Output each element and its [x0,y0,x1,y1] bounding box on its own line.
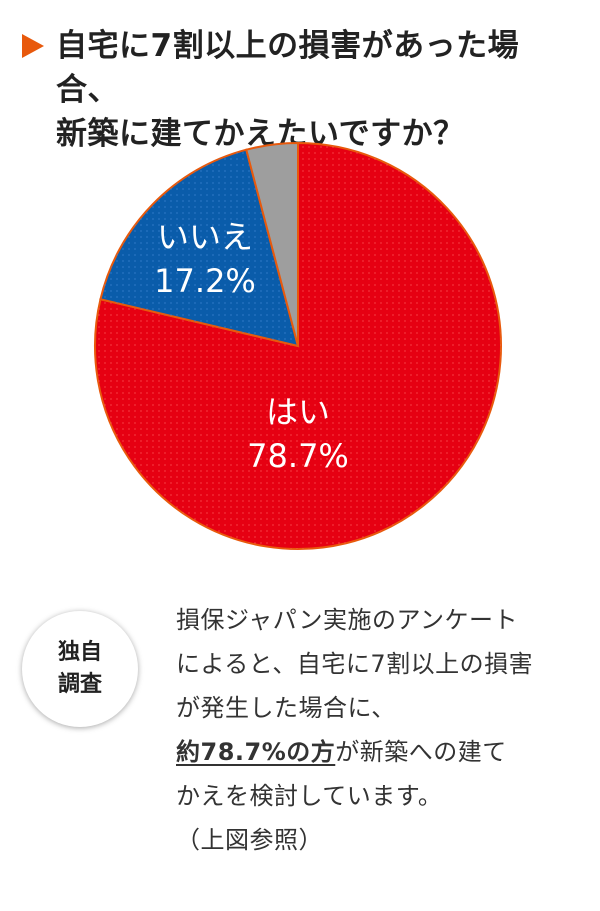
slice-value-no: 17.2% [154,262,256,300]
badge-line-2: 調査 [57,672,102,697]
note-line-4: 約78.7%の方が新築への建て [176,730,586,774]
title-line-1: 自宅に7割以上の損害があった場合、 [56,28,520,108]
chart-title: 自宅に7割以上の損害があった場合、 新築に建てかえたいですか？ [22,24,582,156]
note-line-3: が発生した場合に、 [176,694,396,722]
note-line-4-rest: が新築への建て [335,738,507,766]
pie-slice-other [245,141,299,347]
triangle-bullet-icon [22,34,44,58]
note-line-2: によると、自宅に7割以上の損害 [176,650,534,678]
note-line-5: かえを検討しています。 [176,782,443,810]
note-line-6: （上図参照） [176,826,323,854]
note-emphasis: 約78.7%の方 [176,738,336,766]
title-text: 自宅に7割以上の損害があった場合、 新築に建てかえたいですか？ [56,24,582,156]
note-line-1: 損保ジャパン実施のアンケート [176,606,519,634]
slice-label-yes: はい [266,393,330,431]
badge-line-1: 独自 [57,640,102,665]
pie-chart: はい 78.7% いいえ 17.2% [0,120,600,570]
pie-slice-texture-no [100,149,298,346]
survey-note: 損保ジャパン実施のアンケート によると、自宅に7割以上の損害 が発生した場合に、… [176,598,586,862]
pie-chart-svg: はい 78.7% いいえ 17.2% [94,141,502,550]
slice-label-no: いいえ [157,218,253,256]
original-survey-badge: 独自 調査 [22,611,138,727]
slice-value-yes: 78.7% [247,437,349,475]
